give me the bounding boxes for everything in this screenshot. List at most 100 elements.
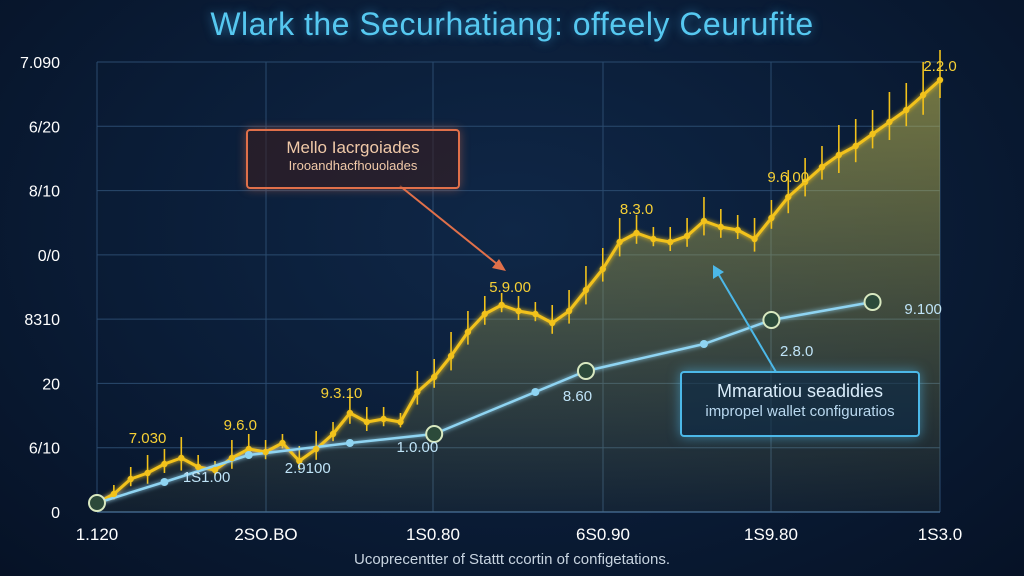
- series-gold-point: [700, 217, 708, 225]
- series-gold-point: [903, 106, 910, 114]
- series-blue-point: [531, 388, 540, 396]
- x-tick-label: 6S0.90: [576, 525, 630, 544]
- series-gold-point: [312, 445, 320, 453]
- series-gold-point: [549, 319, 556, 327]
- series-gold-point: [464, 328, 472, 336]
- series-gold-point: [616, 238, 623, 246]
- series-gold-point: [498, 301, 505, 309]
- callout-orange-subtitle: Irooandhacfhouolades: [288, 158, 418, 174]
- series-blue-point: [699, 340, 708, 348]
- series-blue-highlight-point: [576, 362, 595, 380]
- series-gold-point: [650, 235, 657, 243]
- series-blue-point: [160, 478, 169, 486]
- series-gold-point: [734, 226, 741, 234]
- series-gold-point: [515, 307, 522, 315]
- series-gold-point: [565, 307, 573, 315]
- x-tick-label: 1S3.0: [918, 525, 962, 544]
- x-tick-label: 2SO.BO: [234, 525, 297, 544]
- series-gold-point: [481, 310, 488, 318]
- callout-blue: Mmaratiou seadidies impropel wallet conf…: [680, 371, 920, 437]
- point-label: 2.9100: [285, 460, 331, 477]
- series-gold-point: [869, 130, 876, 138]
- series-blue-highlight-point: [425, 425, 444, 443]
- series-gold-point: [919, 91, 927, 99]
- series-gold-point: [397, 418, 404, 426]
- series-gold-point: [835, 151, 843, 159]
- series-gold-point: [144, 469, 151, 477]
- y-tick-label: 7.090: [20, 55, 60, 72]
- callout-blue-arrow: [715, 269, 777, 373]
- series-gold-point: [852, 142, 859, 150]
- y-tick-label: 0: [51, 505, 60, 522]
- y-tick-label: 8/10: [29, 184, 60, 201]
- series-gold-point: [447, 352, 455, 360]
- y-tick-label: 20: [42, 376, 60, 393]
- point-label: 9.3.10: [321, 385, 363, 402]
- series-gold-point: [683, 232, 691, 240]
- series-gold-point: [346, 409, 354, 417]
- series-gold-point: [785, 193, 792, 201]
- series-gold-point: [329, 430, 337, 438]
- callout-blue-subtitle: impropel wallet configuratios: [705, 402, 895, 420]
- series-gold-point: [751, 235, 758, 243]
- point-label: 9.100: [904, 301, 942, 318]
- point-label: 9.6.00: [767, 169, 809, 186]
- chart-footer: Ucoprecentter of Stattt ccortin of confi…: [354, 551, 670, 568]
- series-gold-point: [582, 286, 590, 294]
- series-gold-point: [110, 490, 118, 498]
- series-gold-point: [380, 415, 387, 423]
- series-gold-point: [178, 454, 185, 462]
- y-tick-label: 0/0: [38, 248, 60, 265]
- point-label: 9.6.0: [224, 417, 257, 434]
- series-gold-point: [279, 439, 286, 447]
- series-gold-point: [127, 475, 134, 483]
- callout-orange-arrow: [399, 185, 503, 269]
- series-gold-point: [599, 265, 606, 273]
- series-gold-point: [768, 214, 775, 222]
- series-blue-point: [345, 439, 354, 447]
- callout-orange: Mello Iacrgoiades Irooandhacfhouolades: [246, 129, 460, 189]
- series-gold-point: [717, 223, 725, 231]
- series-gold-point: [633, 229, 640, 237]
- series-gold-point: [296, 457, 303, 465]
- series-blue-line: [96, 300, 873, 505]
- series-gold-point: [262, 448, 269, 456]
- callout-orange-title: Mello Iacrgoiades: [286, 138, 420, 157]
- point-label: 2.2.0: [923, 58, 956, 75]
- chart-title: Wlark the Securhatiang: offeely Ceurufit…: [210, 6, 814, 42]
- series-gold-point: [431, 373, 438, 381]
- series-gold-point: [228, 454, 236, 462]
- y-tick-label: 6/10: [29, 441, 60, 458]
- x-tick-label: 1.120: [76, 525, 119, 544]
- x-tick-label: 1S0.80: [406, 525, 460, 544]
- series-gold-point: [818, 163, 826, 171]
- series-gold-point: [414, 388, 421, 396]
- y-tick-label: 8310: [24, 312, 60, 329]
- series-blue-highlight-point: [863, 293, 882, 311]
- series-gold-point: [194, 463, 202, 471]
- series-gold-point: [211, 466, 219, 474]
- callout-blue-title: Mmaratiou seadidies: [716, 381, 884, 401]
- series-gold-point: [245, 445, 252, 453]
- series-gold-point: [936, 76, 944, 84]
- y-tick-label: 6/20: [29, 119, 60, 136]
- point-label: 7.030: [129, 430, 167, 447]
- series-gold-point: [363, 418, 370, 426]
- point-label: 8.3.0: [620, 201, 653, 218]
- point-label: 1S1.00: [183, 469, 231, 486]
- series-blue-point: [244, 451, 253, 459]
- point-label: 1.0.00: [396, 439, 438, 456]
- callout-blue-arrowhead: [713, 265, 724, 279]
- series-gold-point: [801, 178, 809, 186]
- callout-orange-arrowhead: [492, 259, 506, 271]
- series-gold-point: [532, 310, 539, 318]
- x-tick-label: 1S9.80: [744, 525, 798, 544]
- point-label: 2.8.0: [780, 343, 813, 360]
- point-label: 5.9.00: [489, 279, 531, 296]
- series-gold-point: [667, 238, 674, 246]
- series-gold-point: [161, 460, 168, 468]
- series-blue-highlight-point: [88, 494, 106, 512]
- series-blue-highlight-point: [762, 311, 781, 329]
- point-label: 8.60: [563, 388, 592, 405]
